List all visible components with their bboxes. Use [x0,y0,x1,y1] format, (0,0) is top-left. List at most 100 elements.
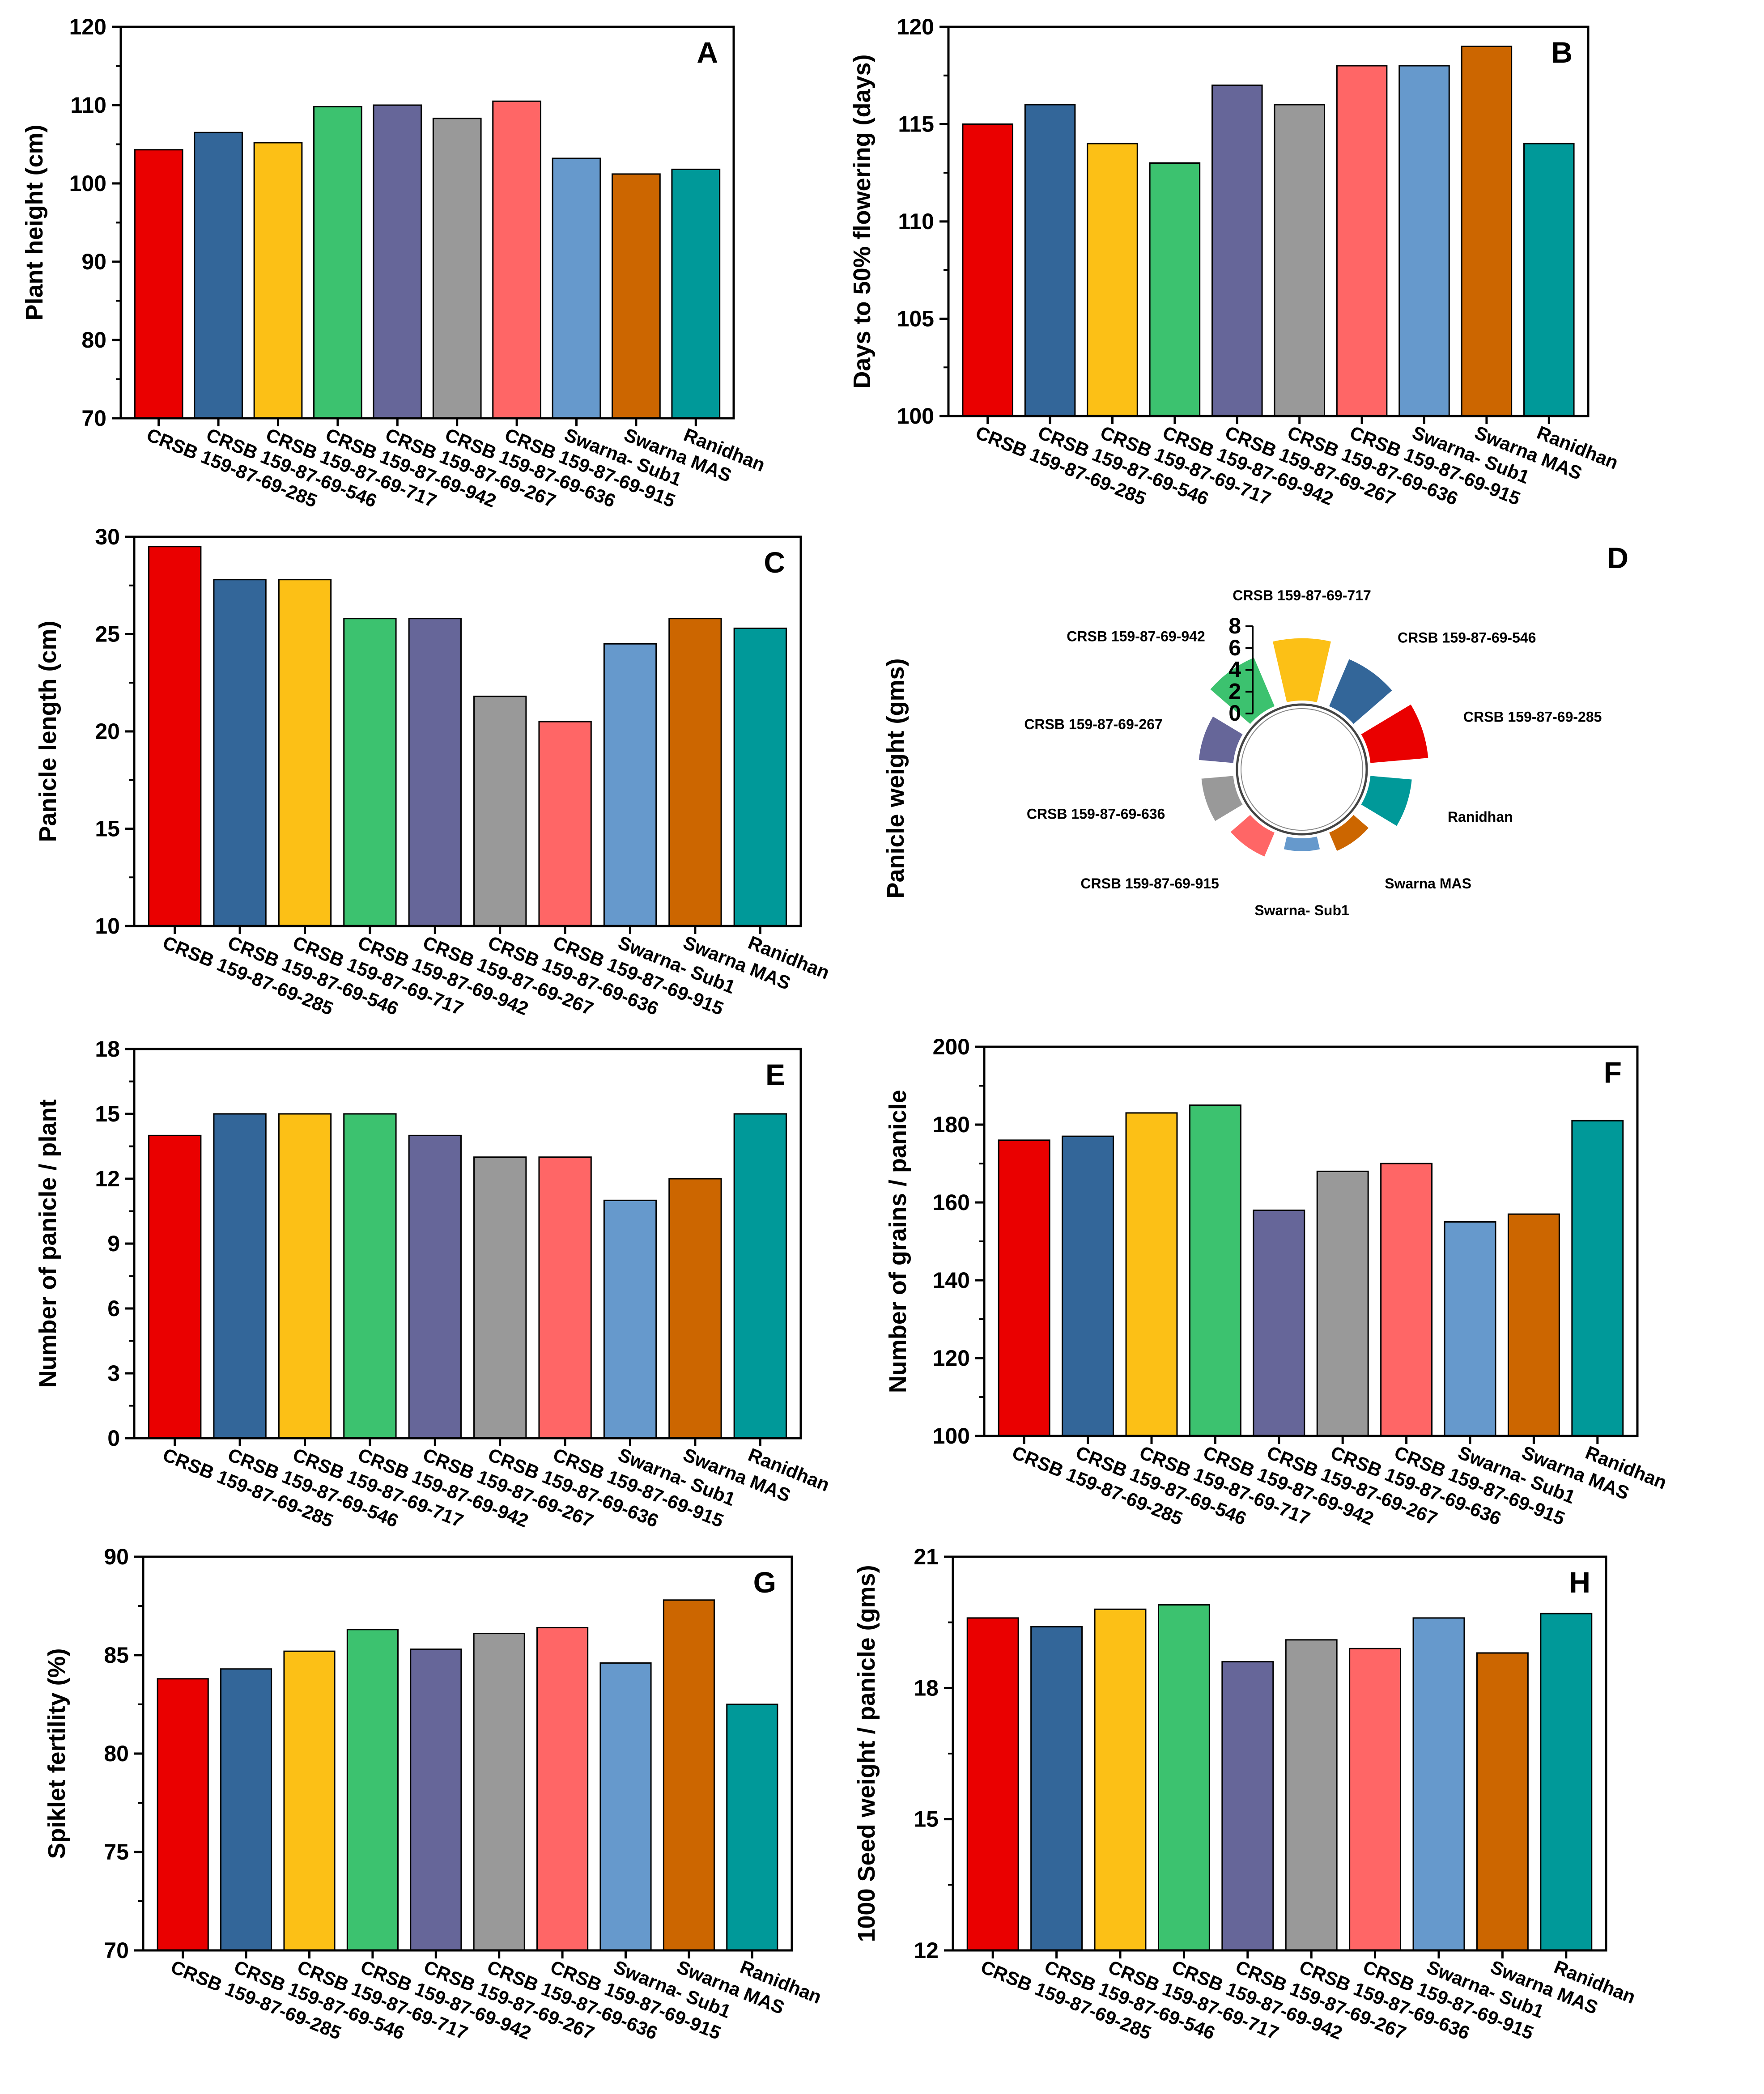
bar-g-3 [283,1650,336,1951]
bar-b-5 [1211,85,1263,417]
bar-g-6 [473,1633,525,1951]
y-tick-label: 120 [897,14,934,39]
bar-c-5 [408,618,462,927]
bar-b-1 [962,123,1013,417]
polar-tick-label: 0 [1228,701,1241,726]
y-tick-label: 75 [104,1839,129,1865]
bar-e-7 [538,1156,592,1439]
panel-letter: A [697,36,718,69]
bar-a-9 [612,173,661,419]
bar-c-3 [278,579,332,927]
polar-tick-label: 4 [1228,657,1241,682]
polar-category-label: Swarna- Sub1 [1254,902,1349,918]
bar-g-10 [726,1703,778,1951]
y-tick-label: 160 [933,1190,970,1215]
bar-a-6 [432,118,482,419]
bar-g-1 [157,1678,209,1951]
bar-b-6 [1274,104,1325,417]
y-tick-label: 20 [95,719,120,744]
y-tick-label: 25 [95,622,120,647]
bar-g-9 [663,1599,715,1951]
polar-bar-9 [1198,715,1244,764]
panel-letter: C [764,546,785,579]
y-axis-title: Number of grains / panicle [884,1090,911,1393]
y-tick-label: 18 [914,1675,939,1700]
bar-h-6 [1285,1639,1338,1951]
y-tick-label: 100 [69,171,106,196]
y-axis-title: Spiklet fertility (%) [43,1648,70,1859]
polar-bar-8 [1200,775,1244,822]
y-tick-label: 115 [898,112,934,137]
bar-c-2 [213,579,267,927]
y-tick-label: 10 [95,913,120,939]
bar-h-3 [1094,1608,1147,1951]
bar-a-1 [134,149,183,419]
y-tick-label: 30 [95,524,120,549]
panel-letter: E [765,1058,785,1091]
inner-circle [1236,703,1368,836]
y-tick-label: 9 [107,1231,120,1256]
bar-e-4 [343,1113,397,1439]
polar-category-label: CRSB 159-87-69-942 [1067,628,1205,644]
y-tick-label: 180 [933,1112,970,1137]
bar-e-2 [213,1113,267,1439]
bar-f-9 [1507,1213,1560,1437]
polar-bar-1 [1271,637,1332,704]
y-tick-label: 140 [933,1268,970,1293]
y-axis-title: Panicle weight (gms) [882,658,909,898]
bar-c-8 [603,643,657,927]
bar-b-7 [1336,65,1388,417]
bar-g-8 [599,1662,652,1951]
bar-f-1 [998,1139,1050,1437]
y-tick-label: 6 [107,1296,120,1321]
bar-e-8 [603,1199,657,1439]
polar-category-label: CRSB 159-87-69-915 [1080,875,1219,892]
bar-b-10 [1523,143,1575,417]
bar-b-4 [1149,162,1201,417]
y-tick-label: 3 [107,1361,120,1386]
y-tick-label: 80 [81,327,106,353]
y-tick-label: 90 [81,249,106,274]
chart-panel-d: CRSB 159-87-69-717 CRSB 159-87-69-546 CRSB… [882,541,1628,918]
bar-f-4 [1189,1104,1241,1437]
bar-a-3 [253,142,303,419]
bar-g-5 [410,1648,462,1951]
bar-e-1 [148,1134,202,1439]
y-tick-label: 120 [933,1346,970,1371]
bar-f-10 [1571,1120,1624,1437]
polar-tick-label: 2 [1228,679,1241,704]
bar-c-1 [148,546,202,927]
y-tick-label: 200 [933,1034,970,1059]
bar-e-6 [473,1156,527,1439]
bar-b-8 [1398,65,1450,417]
polar-category-label: Swarna MAS [1385,875,1471,892]
y-axis-title: Days to 50% flowering (days) [849,54,876,388]
bar-f-2 [1062,1135,1114,1437]
polar-bar-2 [1328,658,1394,726]
bar-h-5 [1221,1661,1274,1951]
polar-tick-label: 6 [1228,635,1241,660]
bar-b-2 [1024,104,1076,417]
y-tick-label: 70 [81,406,106,431]
polar-category-label: CRSB 159-87-69-546 [1398,630,1536,646]
panel-letter: D [1607,541,1628,574]
y-tick-label: 110 [898,209,934,234]
y-tick-label: 105 [897,306,934,331]
bar-e-3 [278,1113,332,1439]
bar-h-8 [1412,1617,1465,1951]
polar-category-label: CRSB 159-87-69-636 [1027,806,1165,822]
bar-b-9 [1461,46,1513,417]
panel-letter: F [1604,1056,1622,1089]
bar-h-1 [966,1617,1019,1951]
y-tick-label: 15 [95,1101,120,1126]
bar-c-9 [668,618,722,927]
bar-c-4 [343,618,397,927]
